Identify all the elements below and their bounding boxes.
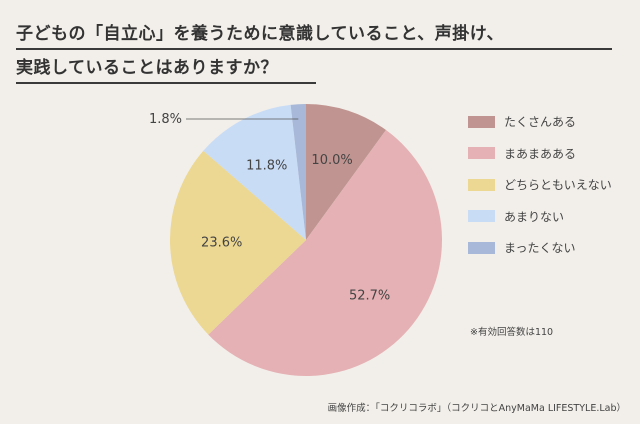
chart-title-line-2: 実践していることはありますか？ <box>16 58 278 78</box>
slice-label-2: 52.7% <box>349 288 390 303</box>
legend-swatch <box>468 241 495 254</box>
legend-item-amari-nai: あまりない <box>468 201 612 233</box>
slice-label-4: 11.8% <box>246 158 287 173</box>
legend-label: どちらともいえない <box>504 178 612 193</box>
chart-title-line-1: 子どもの「自立心」を養うために意識していること、声掛け、 <box>16 24 504 44</box>
title-underline-2 <box>16 82 316 84</box>
legend-label: あまりない <box>504 209 565 224</box>
image-credit: 画像作成：「コクリコラボ」（コクリコとAnyMaMa LIFESTYLE.Lab… <box>327 403 626 414</box>
legend-label: たくさんある <box>504 115 577 130</box>
legend-label: まあまあある <box>504 146 577 161</box>
legend-swatch <box>468 178 495 191</box>
legend-item-takusan-aru: たくさんある <box>468 106 612 138</box>
slice-label-5: 1.8% <box>149 112 182 127</box>
title-underline-1 <box>16 48 612 50</box>
legend: たくさんある まあまあある どちらともいえない あまりない まったくない <box>468 106 612 264</box>
pie-slice-5 <box>290 104 306 240</box>
legend-swatch <box>468 147 495 160</box>
legend-label: まったくない <box>504 241 576 256</box>
pie-slice-1 <box>306 104 387 240</box>
slice-label-1: 10.0% <box>311 153 352 168</box>
pie-slice-4 <box>203 104 306 240</box>
legend-swatch <box>468 115 495 128</box>
pie-slice-2 <box>208 130 442 376</box>
respondent-count-note: ※有効回答数は110 <box>470 327 554 338</box>
legend-item-maamaa-aru: まあまあある <box>468 138 612 170</box>
legend-swatch <box>468 210 495 223</box>
slice-label-3: 23.6% <box>201 235 242 250</box>
pie-slice-3 <box>170 150 306 335</box>
legend-item-dochira-tomo-ienai: どちらともいえない <box>468 169 612 201</box>
legend-item-mattaku-nai: まったくない <box>468 232 612 264</box>
